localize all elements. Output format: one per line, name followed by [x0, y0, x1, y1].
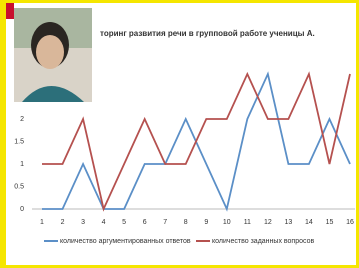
y-tick-label: 1	[20, 161, 24, 168]
x-tick-label: 6	[143, 219, 147, 226]
x-tick-label: 5	[122, 219, 126, 226]
x-tick-label: 13	[285, 219, 293, 226]
x-tick-label: 12	[264, 219, 272, 226]
y-tick-label: 0	[20, 206, 24, 213]
photo	[14, 8, 92, 102]
red-mark	[6, 3, 14, 19]
x-tick-label: 8	[184, 219, 188, 226]
chart-title: торинг развития речи в групповой работе …	[100, 29, 315, 38]
x-tick-label: 9	[204, 219, 208, 226]
legend-label: количество заданных вопросов	[212, 238, 314, 245]
yellow-border	[0, 0, 6, 268]
y-tick-label: 2	[20, 116, 24, 123]
x-tick-label: 16	[346, 219, 354, 226]
x-tick-label: 2	[61, 219, 65, 226]
screen: торинг развития речи в групповой работе …	[0, 0, 359, 268]
x-tick-label: 3	[81, 219, 85, 226]
x-tick-label: 15	[326, 219, 334, 226]
x-tick-label: 1	[40, 219, 44, 226]
chart: торинг развития речи в групповой работе …	[0, 0, 359, 268]
y-tick-label: 0.5	[14, 183, 24, 190]
x-tick-label: 7	[163, 219, 167, 226]
y-tick-label: 1.5	[14, 138, 24, 145]
photo-face	[36, 35, 64, 69]
yellow-border	[0, 0, 359, 3]
x-tick-label: 4	[102, 219, 106, 226]
x-tick-label: 11	[244, 219, 251, 226]
x-tick-label: 10	[223, 219, 231, 226]
legend-label: количество аргументированных ответов	[60, 238, 191, 245]
x-tick-label: 14	[305, 219, 313, 226]
